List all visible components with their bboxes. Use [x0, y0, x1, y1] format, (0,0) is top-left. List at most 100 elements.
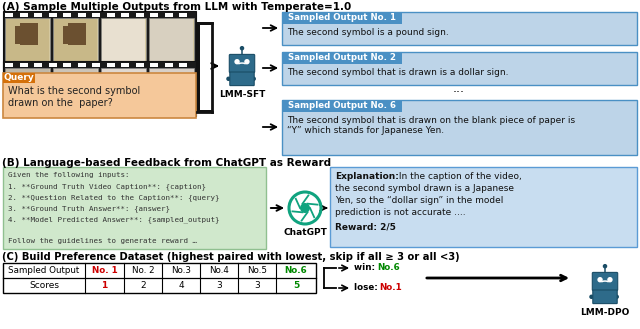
Text: No.4: No.4	[209, 266, 229, 275]
FancyBboxPatch shape	[592, 272, 618, 291]
Bar	[197, 22, 200, 110]
Text: Yen, so the “dollar sign” in the model: Yen, so the “dollar sign” in the model	[335, 196, 504, 205]
Bar	[197, 110, 212, 113]
Bar	[3, 61, 196, 116]
Bar	[149, 18, 194, 62]
Text: win:: win:	[354, 264, 378, 272]
Bar	[197, 22, 212, 24]
Bar	[136, 13, 143, 16]
Circle shape	[607, 277, 612, 282]
Bar	[121, 110, 129, 114]
Text: What is the second symbol
drawn on the  paper?: What is the second symbol drawn on the p…	[8, 86, 140, 108]
Bar	[3, 61, 196, 69]
Bar	[53, 68, 98, 106]
Bar	[179, 110, 187, 114]
Text: 2. **Question Related to the Caption**: {query}: 2. **Question Related to the Caption**: …	[8, 194, 220, 201]
Bar	[106, 63, 115, 66]
Text: LMM-DPO: LMM-DPO	[580, 308, 630, 317]
Text: 3: 3	[254, 281, 260, 290]
Text: ChatGPT: ChatGPT	[283, 228, 327, 237]
Bar	[34, 63, 42, 66]
Bar	[77, 65, 86, 69]
Text: (B) Language-based Feedback from ChatGPT as Reward: (B) Language-based Feedback from ChatGPT…	[2, 158, 331, 168]
Text: Reward: 2/5: Reward: 2/5	[335, 223, 396, 232]
Bar	[49, 13, 56, 16]
Circle shape	[227, 77, 231, 81]
Bar	[106, 13, 115, 16]
Circle shape	[287, 190, 323, 226]
Bar	[179, 63, 187, 66]
Text: 5: 5	[293, 281, 299, 290]
Text: No.1: No.1	[379, 284, 402, 292]
Text: The second symbol is a pound sign.: The second symbol is a pound sign.	[287, 28, 449, 37]
Text: No.5: No.5	[247, 266, 267, 275]
Bar	[19, 13, 28, 16]
Bar	[49, 65, 56, 69]
Text: 3: 3	[216, 281, 222, 290]
Bar	[34, 65, 42, 69]
Circle shape	[603, 264, 607, 268]
Text: 1: 1	[101, 281, 108, 290]
Bar	[92, 13, 100, 16]
Text: (A) Sample Multiple Outputs from LLM with Temperate=1.0: (A) Sample Multiple Outputs from LLM wit…	[2, 2, 351, 12]
Bar	[179, 65, 187, 69]
Bar	[101, 68, 146, 106]
Text: The second symbol that is drawn is a dollar sign.: The second symbol that is drawn is a dol…	[287, 68, 509, 77]
Bar	[53, 18, 98, 62]
Bar	[150, 65, 158, 69]
Bar	[77, 13, 86, 16]
Circle shape	[234, 59, 240, 64]
Bar	[136, 65, 143, 69]
Bar	[282, 100, 637, 155]
Bar	[63, 13, 71, 16]
Text: (C) Build Preference Dataset (highest paired with lowest, skip if all ≥ 3 or all: (C) Build Preference Dataset (highest pa…	[2, 252, 460, 262]
Bar	[136, 110, 143, 114]
FancyBboxPatch shape	[593, 290, 617, 304]
Bar	[3, 73, 35, 83]
Text: The second symbol that is drawn on the blank piece of paper is
“Y” which stands : The second symbol that is drawn on the b…	[287, 116, 575, 136]
Bar	[5, 110, 13, 114]
Bar	[68, 23, 86, 45]
Bar	[150, 110, 158, 114]
Bar	[92, 63, 100, 66]
Bar	[5, 13, 13, 16]
Text: the second symbol drawn is a Japanese: the second symbol drawn is a Japanese	[335, 184, 514, 193]
Bar	[282, 12, 402, 24]
Bar	[92, 65, 100, 69]
Bar	[63, 63, 71, 66]
Bar	[106, 65, 115, 69]
Text: Given the following inputs:: Given the following inputs:	[8, 172, 129, 178]
Bar	[5, 18, 50, 62]
Text: Scores: Scores	[29, 281, 59, 290]
Bar	[19, 63, 28, 66]
Bar	[20, 23, 38, 45]
Bar	[3, 11, 196, 71]
Text: ...: ...	[453, 83, 465, 95]
FancyBboxPatch shape	[230, 72, 254, 86]
Text: 4. **Model Predicted Answer**: {sampled_output}: 4. **Model Predicted Answer**: {sampled_…	[8, 216, 220, 223]
Bar	[3, 73, 196, 118]
Text: Sampled Output No. 2: Sampled Output No. 2	[288, 54, 396, 63]
Bar	[150, 63, 158, 66]
Circle shape	[244, 59, 250, 64]
Text: 4: 4	[178, 281, 184, 290]
Text: Sampled Output No. 6: Sampled Output No. 6	[288, 102, 396, 111]
Bar	[63, 65, 71, 69]
Bar	[101, 18, 146, 62]
Bar	[282, 52, 402, 64]
Bar	[102, 19, 145, 61]
Bar	[282, 52, 637, 85]
Text: 2: 2	[140, 281, 146, 290]
Bar	[282, 100, 402, 112]
FancyBboxPatch shape	[229, 54, 255, 73]
Text: 3. **Ground Truth Answer**: {answer}: 3. **Ground Truth Answer**: {answer}	[8, 205, 170, 212]
Text: No.6: No.6	[377, 264, 400, 272]
Bar	[121, 13, 129, 16]
Bar	[282, 12, 637, 45]
Text: Sampled Output: Sampled Output	[8, 266, 79, 275]
Text: No.3: No.3	[171, 266, 191, 275]
Bar	[164, 65, 173, 69]
Bar	[121, 63, 129, 66]
Bar	[77, 110, 86, 114]
Bar	[330, 167, 637, 247]
